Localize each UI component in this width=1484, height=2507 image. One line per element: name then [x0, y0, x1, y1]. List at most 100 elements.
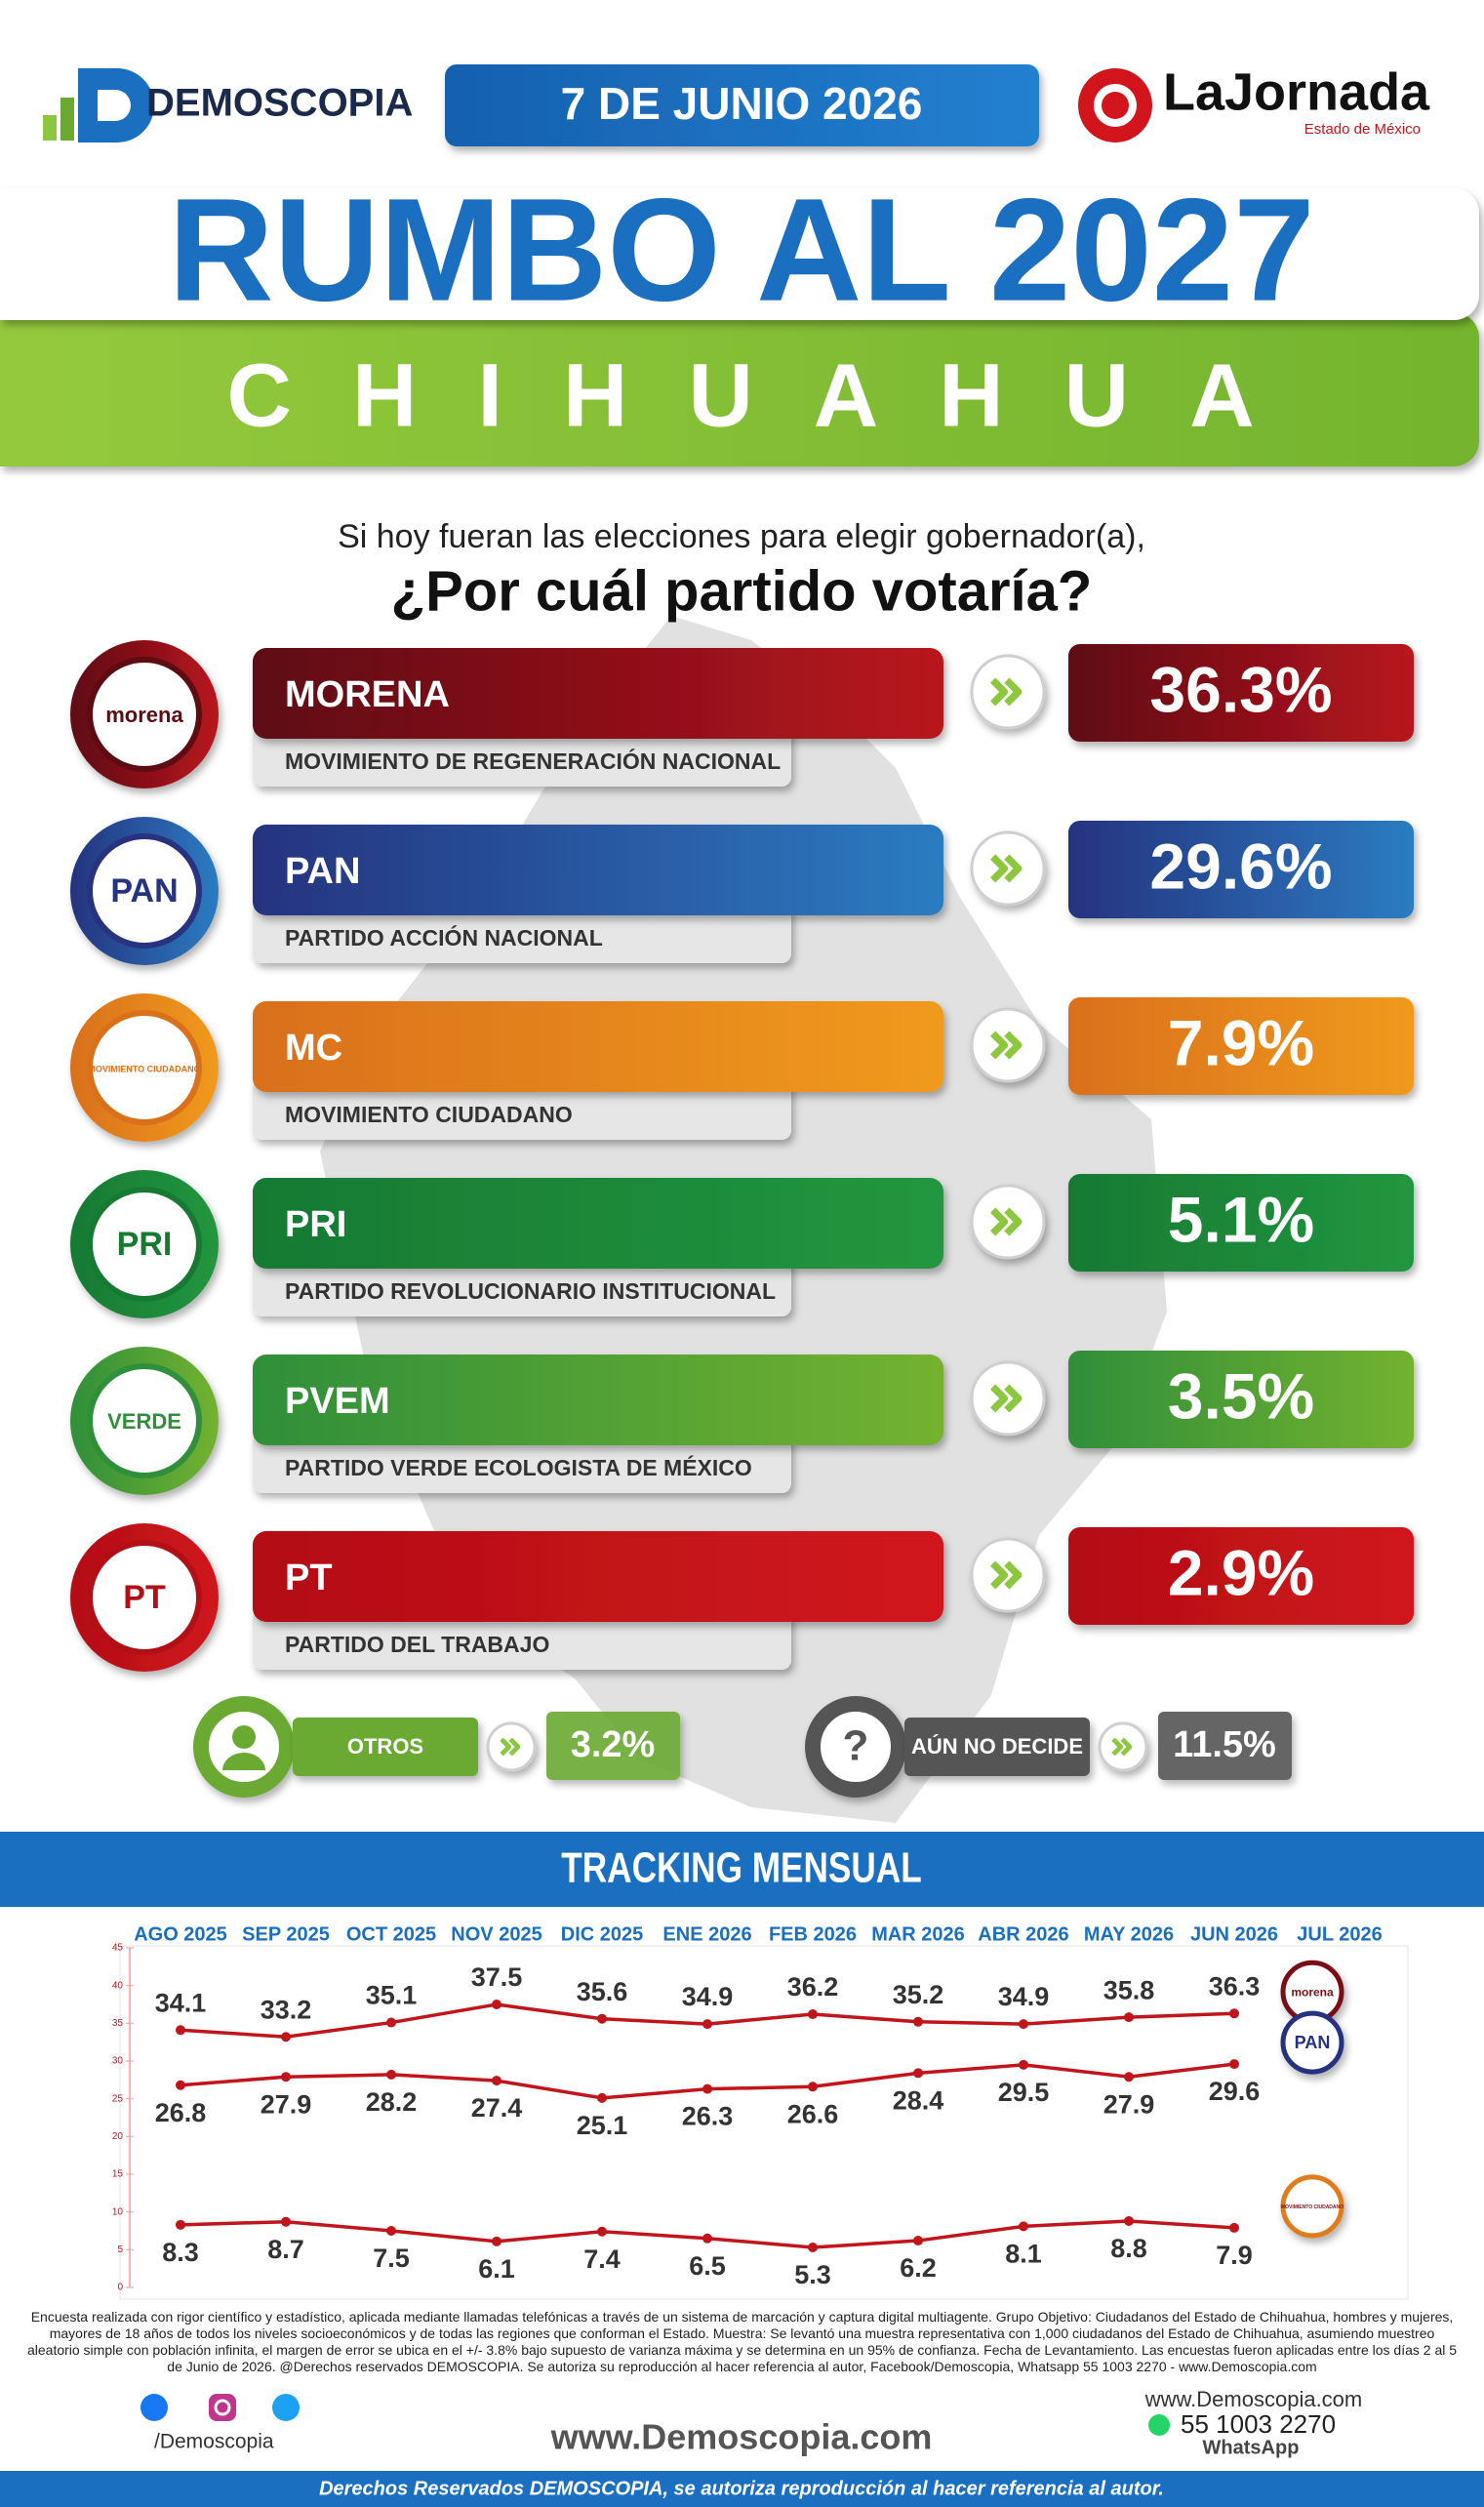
undecided-value-box: [1158, 1712, 1292, 1780]
x-tick-label: JUL 2026: [1297, 1923, 1382, 1945]
x-tick-label: OCT 2025: [346, 1923, 436, 1945]
data-label: 35.1: [366, 1981, 418, 2010]
question-line2: ¿Por cuál partido votaría?: [391, 559, 1093, 623]
social-icons: [140, 2394, 300, 2421]
party-fullname: MOVIMIENTO CIUDADANO: [285, 1102, 573, 1127]
data-label: 36.3: [1209, 1971, 1261, 2001]
y-tick-label: 0: [117, 2283, 123, 2293]
date-box: [445, 64, 1039, 146]
y-tick-label: 30: [112, 2056, 124, 2067]
title: RUMBO AL 2027: [168, 168, 1314, 332]
series-point: [1124, 2012, 1134, 2023]
rights: Derechos Reservados DEMOSCOPIA, se autor…: [319, 2478, 1164, 2499]
chevron: [1111, 1737, 1124, 1757]
party-name-bar: [253, 1531, 943, 1622]
undecided-label: AÚN NO DECIDE: [911, 1734, 1083, 1759]
partner-sub: Estado de México: [1304, 121, 1421, 138]
series-point: [597, 2226, 607, 2237]
data-label: 8.8: [1110, 2234, 1147, 2263]
party-logo: [87, 1010, 202, 1125]
series-point: [702, 2233, 712, 2244]
x-tick-label: FEB 2026: [769, 1923, 857, 1945]
party-value: 7.9%: [1168, 1006, 1314, 1078]
partner-name: LaJornada: [1163, 62, 1430, 121]
data-label: 28.4: [893, 2085, 944, 2115]
data-label: 6.2: [900, 2253, 937, 2283]
series-point: [281, 2216, 291, 2227]
series-point: [176, 2025, 185, 2036]
series-point: [1229, 2008, 1239, 2019]
data-label: 8.7: [267, 2235, 304, 2264]
data-label: 26.8: [155, 2098, 207, 2127]
party-name-bar: [253, 825, 943, 915]
chevron: [1120, 1737, 1133, 1757]
party-name-bar: [253, 1001, 943, 1092]
data-label: 7.5: [373, 2244, 410, 2273]
x-tick-label: AGO 2025: [134, 1923, 227, 1945]
data-label: 33.2: [261, 1995, 312, 2024]
party-logo-text: PRI: [117, 1226, 173, 1263]
party-value-box: [1068, 997, 1414, 1095]
party-value: 29.6%: [1149, 829, 1332, 902]
y-tick-label: 35: [112, 2018, 124, 2029]
party-logo-text: PAN: [110, 872, 178, 910]
data-label: 6.1: [478, 2254, 515, 2284]
others-value-box: [546, 1712, 680, 1780]
series-point: [1229, 2222, 1239, 2233]
others-label-box: [293, 1718, 478, 1776]
chevron: [1004, 1560, 1023, 1590]
x-tick-label: ENE 2026: [662, 1923, 751, 1945]
data-label: 29.5: [998, 2078, 1050, 2107]
data-label: 7.9: [1216, 2241, 1253, 2270]
series-point: [176, 2219, 185, 2230]
party-name: PAN: [285, 851, 360, 892]
data-label: 7.4: [583, 2244, 621, 2274]
party-name: PT: [285, 1557, 333, 1598]
legend-logo: [1280, 2174, 1344, 2239]
chevron: [989, 677, 1009, 707]
state-band: [0, 312, 1479, 466]
series-point: [702, 2019, 712, 2030]
data-label: 6.5: [689, 2251, 726, 2281]
data-label: 26.3: [682, 2102, 734, 2131]
party-name: PVEM: [285, 1381, 390, 1422]
party-logo-text: PT: [123, 1579, 166, 1616]
series-point: [1019, 2059, 1028, 2070]
party-subtitle-box: [253, 1079, 791, 1140]
party-fullname: PARTIDO REVOLUCIONARIO INSTITUCIONAL: [285, 1278, 776, 1304]
tracking-band: [0, 1832, 1484, 1907]
party-value: 3.5%: [1168, 1359, 1314, 1432]
x-tick-label: JUN 2026: [1190, 1923, 1278, 1945]
chevron: [989, 1560, 1009, 1590]
others-label: OTROS: [347, 1734, 423, 1759]
party-name: PRI: [285, 1204, 346, 1245]
question-line1: Si hoy fueran las elecciones para elegir…: [338, 518, 1145, 555]
series-point: [913, 2068, 923, 2079]
partner-logo: [1078, 68, 1152, 142]
data-label: 34.9: [998, 1982, 1050, 2011]
y-tick-label: 10: [112, 2206, 124, 2217]
undecided-label-box: [904, 1718, 1090, 1776]
series-point: [1019, 2221, 1028, 2232]
party-fullname: PARTIDO VERDE ECOLOGISTA DE MÉXICO: [285, 1454, 752, 1480]
series-point: [1124, 2072, 1134, 2082]
x-tick-label: MAY 2026: [1084, 1923, 1174, 1945]
series-point: [808, 2243, 818, 2253]
y-tick-label: 5: [117, 2244, 123, 2255]
undecided-icon-text: ?: [843, 1722, 869, 1770]
rights-band: [0, 2471, 1484, 2507]
data-label: 35.8: [1103, 1975, 1155, 2004]
party-value: 36.3%: [1149, 653, 1332, 725]
party-value-box: [1068, 1174, 1414, 1272]
x-tick-label: SEP 2025: [242, 1923, 330, 1945]
chevron: [989, 1384, 1009, 1413]
legend-name: PAN: [1295, 2033, 1331, 2052]
party-value: 5.1%: [1168, 1183, 1314, 1255]
party-name-bar: [253, 1355, 943, 1445]
series-point: [492, 2000, 501, 2009]
series-point: [808, 2009, 818, 2020]
party-value-box: [1068, 1351, 1414, 1448]
x-tick-label: DIC 2025: [561, 1923, 644, 1945]
series-point: [1019, 2019, 1028, 2030]
